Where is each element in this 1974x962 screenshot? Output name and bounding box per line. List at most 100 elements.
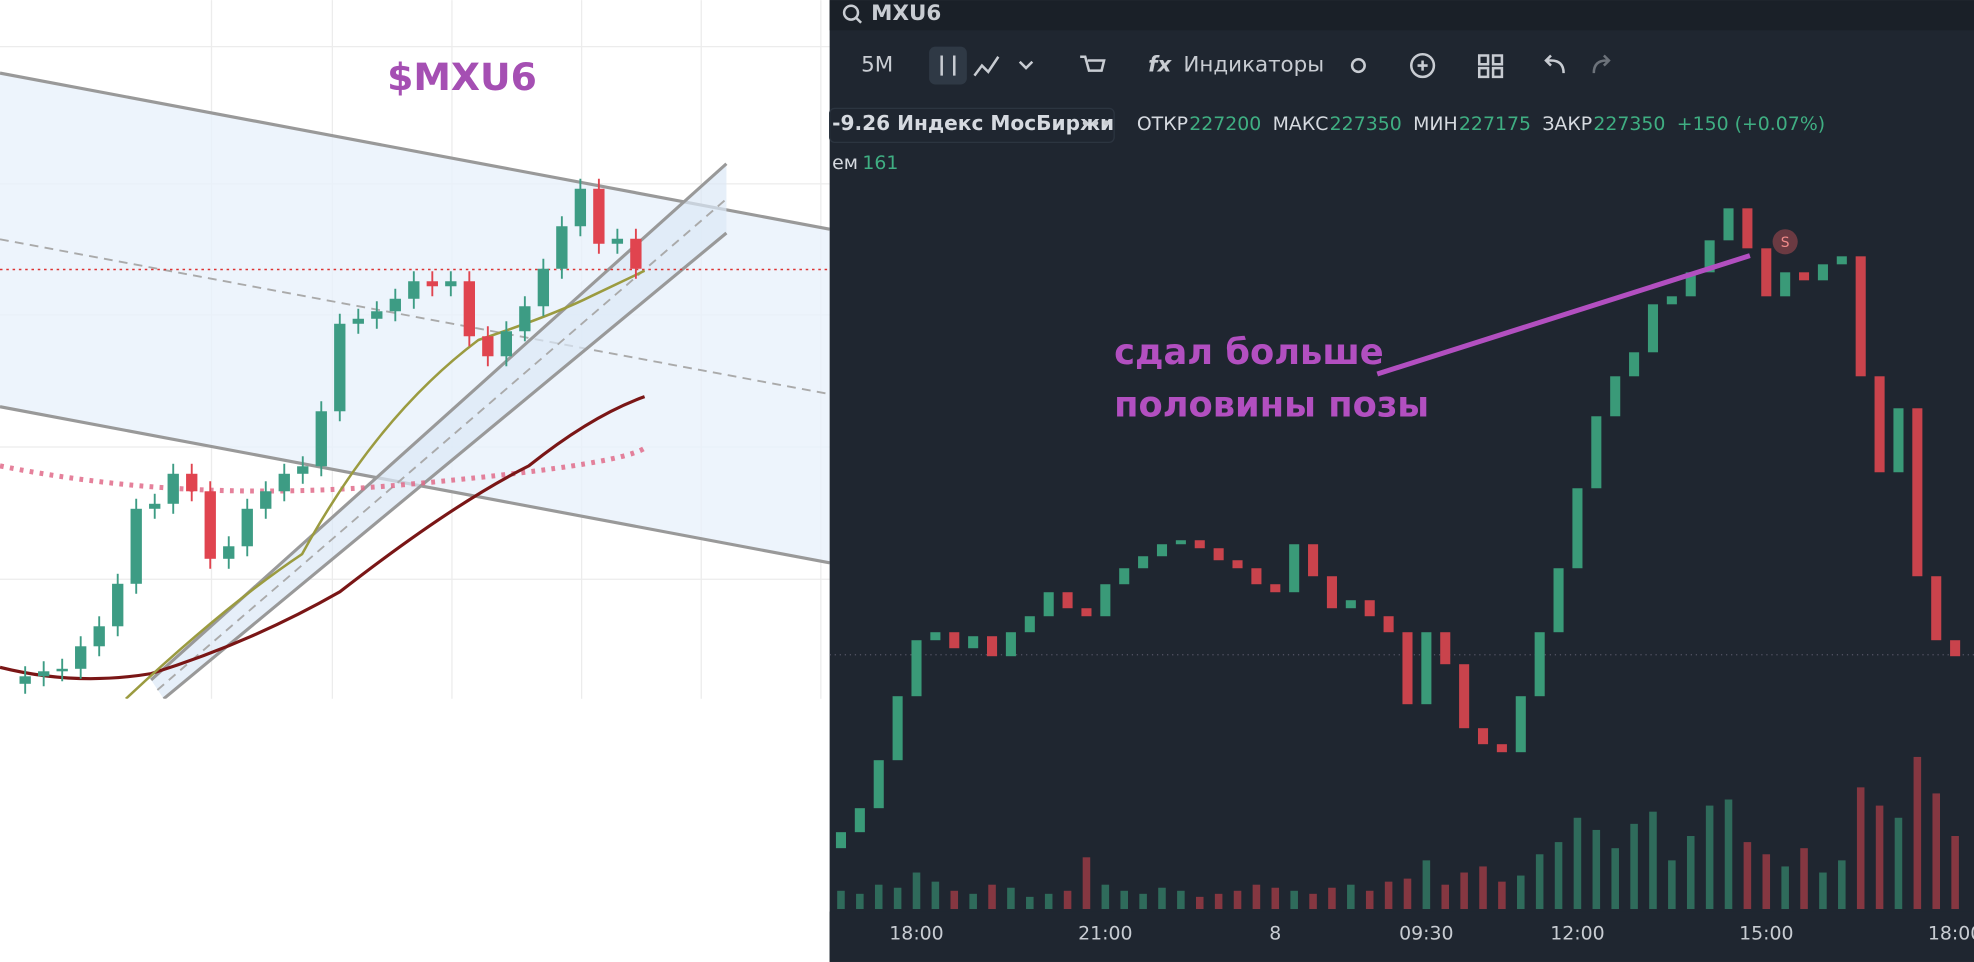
volume-bar <box>1101 884 1110 910</box>
candle-body <box>537 268 550 307</box>
candle-body <box>854 808 865 833</box>
volume-bar <box>1800 848 1808 910</box>
x-tick-label: 15:00 <box>1739 923 1793 945</box>
volume-bar <box>1913 756 1922 910</box>
candle-body <box>1156 544 1168 557</box>
legend-box <box>829 107 1115 143</box>
candle-body <box>75 646 87 669</box>
candle-body <box>611 238 624 244</box>
volume-bar <box>1724 799 1733 910</box>
right-bg <box>829 0 1974 962</box>
left-title: $MXU6 <box>387 55 537 99</box>
candle-body <box>1289 544 1300 593</box>
candle-body <box>426 281 438 287</box>
undo-button[interactable] <box>1544 54 1565 74</box>
candle-body <box>1572 488 1583 569</box>
candle-body <box>463 281 475 337</box>
search-bar[interactable] <box>829 0 1974 31</box>
candle-body <box>186 473 198 492</box>
candle-body <box>1931 576 1942 641</box>
candle-body <box>1100 584 1111 617</box>
candle-body <box>1610 376 1621 417</box>
compare-button[interactable] <box>1350 58 1366 74</box>
search-icon <box>842 4 860 21</box>
candle-body <box>1855 256 1866 377</box>
volume-bar <box>1517 875 1525 910</box>
volume-bar <box>1309 893 1317 910</box>
volume-bar <box>969 893 977 910</box>
cart-button[interactable] <box>1080 55 1106 72</box>
left-candles <box>19 178 642 694</box>
search-icon <box>855 16 862 24</box>
volume-bar <box>1252 884 1261 910</box>
candle-body <box>1440 632 1451 665</box>
ohlc-label: МАКС <box>1273 113 1329 135</box>
x-tick-label: 18:00 <box>1928 923 1974 945</box>
ohlc-value: 227175 <box>1459 113 1531 135</box>
candle-body <box>1138 556 1149 569</box>
candle-body <box>297 466 309 474</box>
volume-bar <box>988 884 996 910</box>
volume-bar <box>1819 872 1827 910</box>
candle-body <box>1704 240 1715 273</box>
candle-body <box>278 473 290 492</box>
volume-bar <box>1026 896 1034 910</box>
volume-bar <box>1838 860 1846 910</box>
x-tick-label: 12:00 <box>1550 923 1604 945</box>
candle-body <box>315 411 327 467</box>
volume-bar <box>1535 854 1544 910</box>
candle-body <box>519 306 531 332</box>
candle-body <box>1496 744 1507 753</box>
candle-body <box>167 473 179 504</box>
candle-body <box>968 636 979 649</box>
candle-body <box>500 331 513 357</box>
volume-bar <box>1290 890 1298 910</box>
signal-marker[interactable] <box>1772 229 1798 255</box>
candle-body <box>389 298 401 312</box>
volume-bar <box>1781 866 1789 910</box>
volume-bar <box>1233 890 1242 910</box>
candle-body <box>930 632 941 641</box>
dropdown[interactable] <box>1018 60 1034 70</box>
volume-bar <box>1932 793 1941 910</box>
add-button[interactable] <box>1410 52 1436 79</box>
volume-bar <box>1630 823 1638 910</box>
volume-bar <box>1875 805 1884 910</box>
volume-bar <box>1611 848 1619 910</box>
candle-body <box>334 323 346 412</box>
redo-button[interactable] <box>1592 54 1611 74</box>
volume-bar <box>1195 896 1204 910</box>
candle-body <box>93 626 105 647</box>
indicators-button[interactable]: Индикаторы <box>1183 53 1324 78</box>
volume-bar <box>1498 881 1506 910</box>
annotation: половины позы <box>1114 385 1429 426</box>
candle-type-button[interactable] <box>929 46 967 85</box>
more-button[interactable]: ••• <box>1080 115 1111 135</box>
candle-body <box>630 238 642 269</box>
volume-bar <box>1705 805 1714 910</box>
volume-bar <box>1139 893 1147 910</box>
ohlc-value: 227350 <box>1330 113 1402 135</box>
volume-bar <box>1120 890 1128 910</box>
candle-body <box>1477 728 1489 745</box>
layout-button[interactable] <box>1477 54 1504 79</box>
volume-bar <box>1856 787 1865 910</box>
candle-body <box>1326 576 1337 609</box>
candle-body <box>1024 616 1035 633</box>
candle-body <box>1817 264 1828 281</box>
candle-body <box>1194 540 1205 549</box>
candle-body <box>1364 600 1375 617</box>
x-tick-label: 8 <box>1269 923 1281 945</box>
volume-bar <box>1082 857 1091 910</box>
candle-body <box>260 491 272 509</box>
line-type-button[interactable] <box>973 56 1000 77</box>
volume-bar <box>1214 893 1223 910</box>
x-tick-label: 21:00 <box>1078 923 1132 945</box>
interval-button[interactable]: 5M <box>861 53 893 78</box>
volume-bar <box>1007 887 1015 910</box>
candle-icon <box>940 55 956 76</box>
candle-body <box>835 832 846 849</box>
search-text[interactable]: MXU6 <box>871 1 941 26</box>
candle-body <box>1270 584 1281 593</box>
